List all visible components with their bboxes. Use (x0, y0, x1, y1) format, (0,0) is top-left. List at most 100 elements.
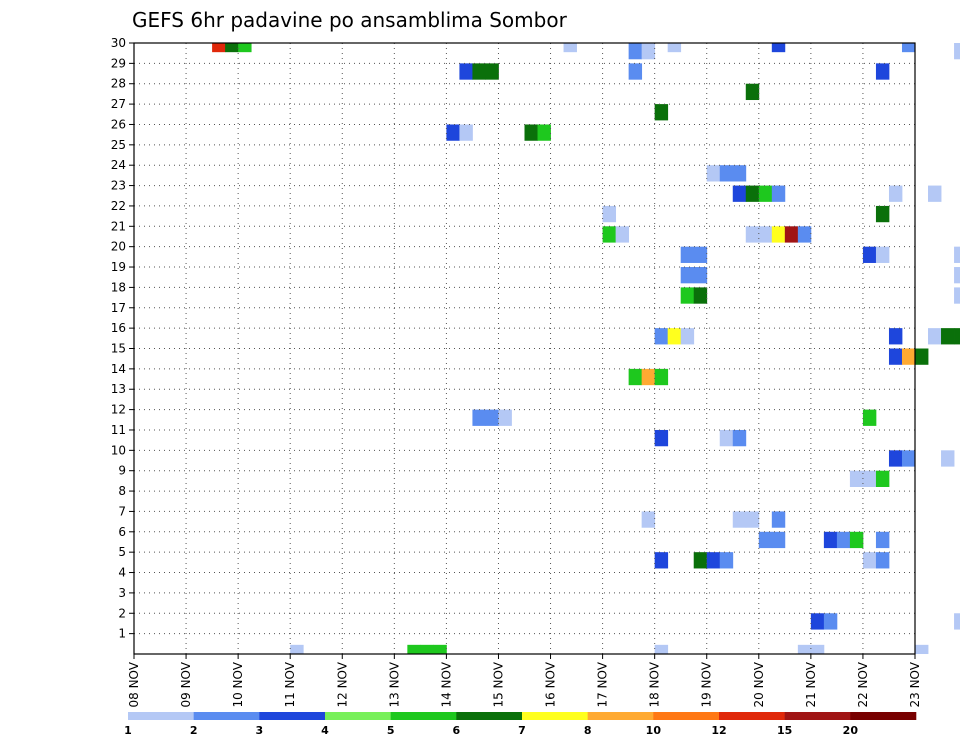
x-tick-label: 16 NOV (544, 661, 558, 707)
legend-label: 6 (453, 724, 461, 737)
heatmap-cell (680, 246, 695, 263)
heatmap-cell (433, 644, 447, 655)
heatmap-cell (941, 328, 955, 345)
heatmap-cell (420, 644, 434, 655)
heatmap-cell (485, 409, 499, 426)
heatmap-cell (641, 511, 656, 528)
heatmap-cell (693, 267, 708, 284)
heatmap-cell (667, 328, 682, 345)
heatmap-cell (654, 644, 669, 655)
heatmap-cell (849, 531, 864, 549)
heatmap-cell (954, 246, 960, 263)
heatmap-cell (928, 328, 942, 345)
x-tick-label: 14 NOV (439, 661, 453, 707)
legend-swatch (128, 712, 194, 720)
heatmap-cell (680, 287, 695, 304)
y-tick-label: 25 (111, 138, 126, 152)
legend-swatch (587, 712, 654, 720)
heatmap-cell (498, 409, 512, 426)
heatmap-cell (862, 246, 877, 263)
heatmap-cell (680, 328, 695, 345)
heatmap-cell (654, 429, 669, 447)
heatmap-cell (472, 63, 486, 80)
heatmap-cell (862, 409, 877, 426)
heatmap-cell (745, 185, 760, 202)
heatmap-cell (954, 287, 960, 304)
heatmap-cell (954, 43, 960, 60)
x-tick-label: 09 NOV (179, 661, 193, 707)
heatmap-cell (472, 409, 486, 426)
heatmap-cell (810, 644, 825, 655)
heatmap-cell (732, 511, 747, 528)
heatmap-cell (784, 226, 799, 243)
y-tick-label: 28 (111, 77, 126, 91)
y-tick-label: 27 (111, 97, 126, 111)
heatmap-cell (836, 531, 851, 549)
heatmap-cell (888, 450, 903, 467)
heatmap-cell (758, 531, 773, 549)
legend-swatch (325, 712, 391, 720)
heatmap-cell (954, 613, 960, 630)
legend: 1 2 3 4 5 6 7 8 10 12 15 20 (124, 712, 917, 737)
heatmap-cell (706, 165, 721, 182)
heatmap-cell (915, 644, 929, 655)
heatmap-cell (628, 63, 643, 80)
legend-label: 15 (777, 724, 792, 737)
y-tick-label: 6 (118, 525, 126, 539)
heatmap-cell (875, 470, 890, 487)
y-tick-label: 29 (111, 56, 126, 70)
legend-label: 3 (256, 724, 264, 737)
y-tick-label: 13 (111, 382, 126, 396)
heatmap-cell (615, 226, 630, 243)
heatmap-cell (875, 205, 890, 223)
legend-swatch (719, 712, 785, 720)
y-tick-label: 16 (111, 321, 126, 335)
heatmap-cell (524, 124, 538, 141)
heatmap-cell (771, 531, 786, 549)
heatmap-cell (862, 470, 877, 487)
heatmap-cell (915, 348, 929, 365)
legend-label: 1 (124, 724, 132, 737)
heatmap-cell (954, 328, 960, 345)
heatmap-cell (602, 226, 617, 243)
y-tick-label: 18 (111, 280, 126, 294)
y-tick-label: 30 (111, 36, 126, 50)
y-tick-label: 5 (118, 545, 126, 559)
legend-label: 4 (321, 724, 329, 737)
heatmap-cell (875, 552, 890, 569)
x-tick-label: 19 NOV (700, 661, 714, 707)
heatmap-cell (719, 429, 734, 447)
heatmap-cell (888, 185, 903, 202)
heatmap-cell (719, 552, 734, 569)
legend-swatch (522, 712, 588, 720)
heatmap-cell (693, 552, 708, 569)
x-tick-label: 08 NOV (127, 661, 141, 707)
heatmap-cell (641, 43, 656, 60)
heatmap-cell (628, 368, 643, 386)
x-axis: 08 NOV 09 NOV 10 NOV 11 NOV 12 NOV 13 NOV 14 N… (127, 654, 922, 708)
chart-title: GEFS 6hr padavine po ansamblima Sombor (132, 8, 568, 32)
y-tick-label: 15 (111, 342, 126, 356)
heatmap-cell (797, 226, 812, 243)
y-tick-label: 14 (111, 362, 126, 376)
heatmap-cell (888, 348, 903, 365)
heatmap-cell (849, 470, 864, 487)
heatmap-cell (654, 104, 669, 121)
heatmap-cell (771, 185, 786, 202)
heatmap-cell (693, 246, 708, 263)
heatmap-cell (941, 450, 955, 467)
x-tick-label: 21 NOV (804, 661, 818, 707)
legend-swatch (784, 712, 851, 720)
legend-swatch (259, 712, 326, 720)
heatmap-cell (719, 165, 734, 182)
heatmap-cell (888, 328, 903, 345)
heatmap-cell (771, 43, 786, 53)
x-tick-label: 13 NOV (387, 661, 401, 707)
heatmap-cell (771, 511, 786, 528)
heatmap-cell (446, 124, 460, 141)
heatmap-cell (745, 226, 760, 243)
heatmap-cell (901, 43, 916, 53)
legend-label: 10 (646, 724, 662, 737)
heatmap-cell (485, 63, 499, 80)
legend-swatch (850, 712, 917, 720)
